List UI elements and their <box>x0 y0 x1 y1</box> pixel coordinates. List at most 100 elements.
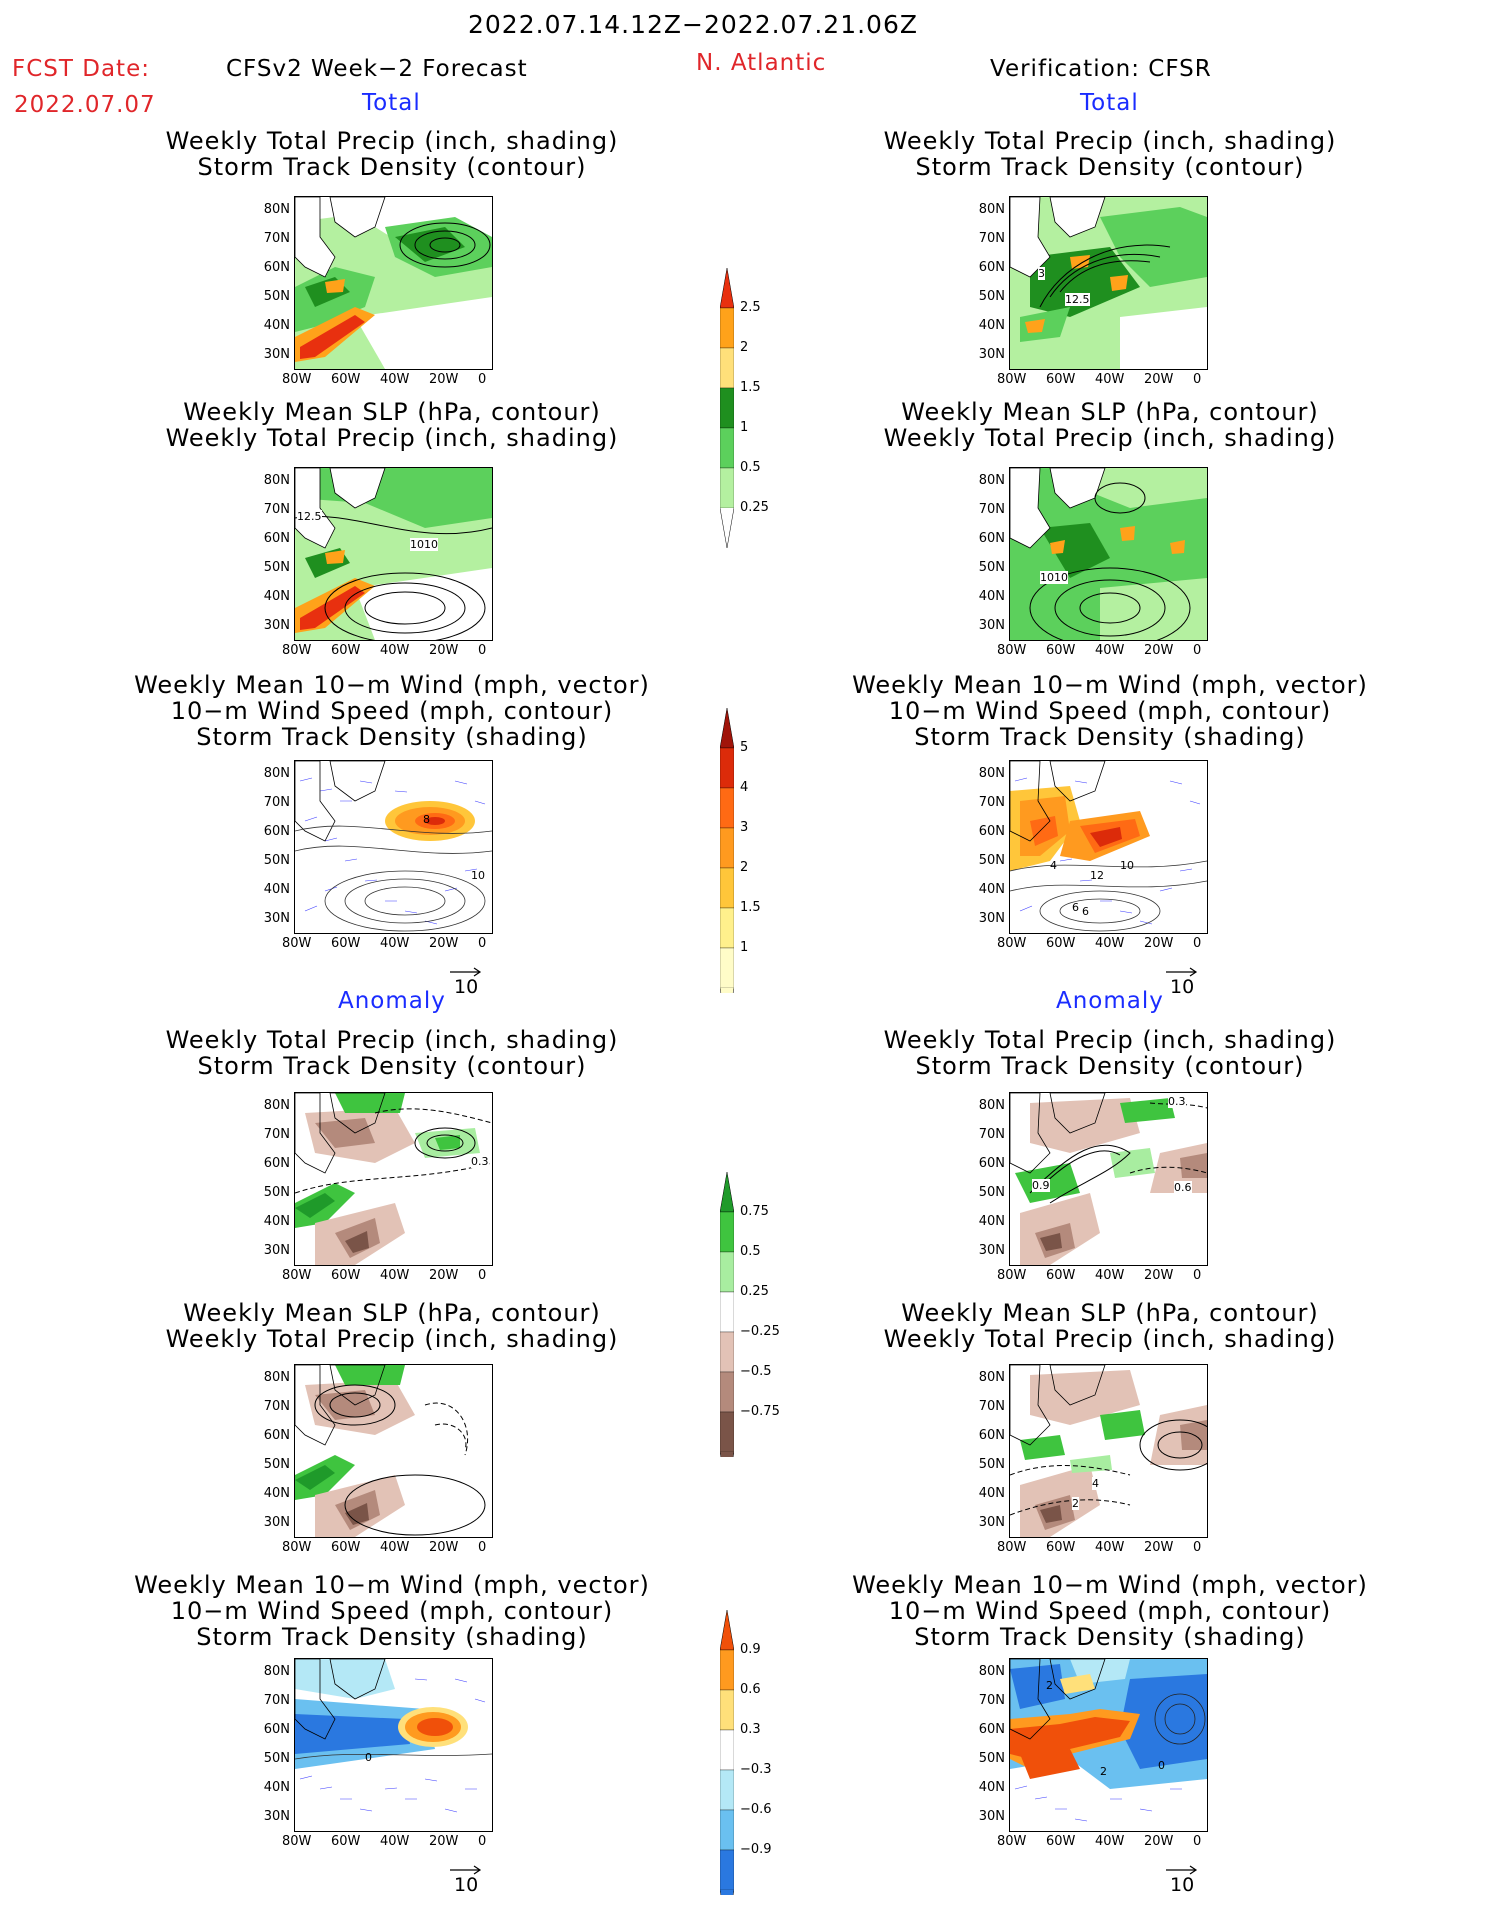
x-tick-label: 20W <box>1144 372 1174 387</box>
x-tick-label: 20W <box>429 372 459 387</box>
colorbar-end <box>720 1889 734 1895</box>
y-tick-label: 50N <box>978 853 1005 868</box>
x-tick-label: 0 <box>1193 643 1202 658</box>
x-tick-label: 80W <box>282 643 312 658</box>
y-tick-label: 40N <box>263 318 290 333</box>
x-tick-label: 60W <box>331 1834 361 1849</box>
y-tick-label: 30N <box>978 1809 1005 1824</box>
map-fc-slp-anom <box>294 1364 493 1538</box>
x-tick-label: 0 <box>1193 1540 1202 1555</box>
map-fc-precip-track-anom: 0.3 <box>294 1092 493 1266</box>
colorbar-precip-total <box>720 268 734 553</box>
y-tick-label: 80N <box>263 202 290 217</box>
x-tick-label: 20W <box>1144 643 1174 658</box>
contour-label: 10 <box>1120 859 1134 872</box>
colorbar-segment <box>720 1809 734 1851</box>
map-vf-precip-track-total: 3 12.5 <box>1009 196 1208 370</box>
x-tick-label: 0 <box>478 936 487 951</box>
y-tick-label: 70N <box>263 231 290 246</box>
x-tick-label: 40W <box>1095 372 1125 387</box>
x-tick-label: 0 <box>1193 936 1202 951</box>
y-tick-label: 40N <box>263 1780 290 1795</box>
y-tick-label: 80N <box>263 1370 290 1385</box>
colorbar-end <box>720 987 734 993</box>
contour-label: 2 <box>1100 1765 1107 1778</box>
y-tick-label: 60N <box>263 1722 290 1737</box>
contour-label: 2 <box>1072 1497 1079 1510</box>
x-tick-label: 40W <box>380 1540 410 1555</box>
vector-ref-arrow-icon <box>450 967 482 977</box>
y-tick-label: 30N <box>263 347 290 362</box>
x-tick-label: 60W <box>1046 936 1076 951</box>
title-vf-slp-total: Weekly Mean SLP (hPa, contour) Weekly Tot… <box>883 398 1337 452</box>
vector-ref-arrow-icon <box>450 1865 482 1875</box>
model-label: CFSv2 Week−2 Forecast <box>226 56 528 82</box>
x-tick-label: 0 <box>478 1540 487 1555</box>
x-tick-label: 40W <box>380 372 410 387</box>
colorbar-segment <box>720 467 734 509</box>
title-fc-precip-track-total: Weekly Total Precip (inch, shading) Storm… <box>165 127 619 181</box>
x-tick-label: 60W <box>331 643 361 658</box>
colorbar-tick-label: 1 <box>740 940 749 955</box>
colorbar-tick-label: −0.25 <box>740 1324 780 1339</box>
y-tick-label: 60N <box>978 260 1005 275</box>
colorbar-tick-label: −0.75 <box>740 1404 780 1419</box>
contour-label: 0.3 <box>1168 1095 1186 1108</box>
x-tick-label: 80W <box>997 643 1027 658</box>
colorbar-tick-label: 0.3 <box>740 1722 761 1737</box>
colorbar-tick-label: 0.5 <box>740 1244 761 1259</box>
section-anomaly-left: Anomaly <box>338 988 446 1014</box>
y-tick-label: 80N <box>263 473 290 488</box>
colorbar-segment <box>720 347 734 389</box>
colorbar-segment <box>720 1251 734 1293</box>
colorbar-tick-label: 2 <box>740 860 749 875</box>
map-vf-precip-track-anom: 0.3 0.9 0.6 <box>1009 1092 1208 1266</box>
title-vf-precip-track-total: Weekly Total Precip (inch, shading) Storm… <box>883 127 1337 181</box>
y-tick-label: 50N <box>263 289 290 304</box>
x-tick-label: 40W <box>1095 1540 1125 1555</box>
y-tick-label: 80N <box>978 1098 1005 1113</box>
contour-label: 12.5 <box>1065 293 1090 306</box>
map-vf-wind-total: 10 4 12 6 6 <box>1009 760 1208 934</box>
y-tick-label: 60N <box>263 824 290 839</box>
section-total-right: Total <box>1080 90 1139 116</box>
x-tick-label: 80W <box>997 1540 1027 1555</box>
y-tick-label: 60N <box>978 531 1005 546</box>
colorbar-segment <box>720 827 734 869</box>
x-tick-label: 40W <box>380 936 410 951</box>
y-tick-label: 70N <box>978 1693 1005 1708</box>
contour-label: 12 <box>1090 869 1104 882</box>
colorbar-tick-label: −0.9 <box>740 1842 772 1857</box>
colorbar-tick-label: 1.5 <box>740 900 761 915</box>
x-tick-label: 80W <box>997 1834 1027 1849</box>
colorbar-segment <box>720 907 734 949</box>
contour-label: 0 <box>365 1751 372 1764</box>
y-tick-label: 40N <box>263 882 290 897</box>
y-tick-label: 30N <box>263 911 290 926</box>
y-tick-label: 70N <box>263 1693 290 1708</box>
y-tick-label: 30N <box>263 618 290 633</box>
x-tick-label: 80W <box>997 372 1027 387</box>
colorbar-tick-label: 0.6 <box>740 1682 761 1697</box>
contour-label: 4 <box>1092 1477 1099 1490</box>
colorbar-end <box>720 507 734 549</box>
y-tick-label: 70N <box>263 795 290 810</box>
x-tick-label: 20W <box>429 1268 459 1283</box>
x-tick-label: 60W <box>1046 1268 1076 1283</box>
contour-label: 6 <box>1072 901 1079 914</box>
date-range-title: 2022.07.14.12Z−2022.07.21.06Z <box>468 10 918 39</box>
colorbar-track-anom <box>720 1610 734 1895</box>
colorbar-segment <box>720 1689 734 1731</box>
y-tick-label: 60N <box>263 260 290 275</box>
y-tick-label: 30N <box>263 1809 290 1824</box>
y-tick-label: 50N <box>263 560 290 575</box>
colorbar-tick-label: 5 <box>740 740 749 755</box>
contour-label: 1010 <box>410 538 438 551</box>
colorbar-tick-label: 0.9 <box>740 1642 761 1657</box>
x-tick-label: 20W <box>429 643 459 658</box>
colorbar-segment <box>720 1729 734 1771</box>
section-total-left: Total <box>362 90 421 116</box>
x-tick-label: 0 <box>478 1268 487 1283</box>
contour-label: 4 <box>1050 859 1057 872</box>
colorbar-precip-anom <box>720 1172 734 1457</box>
